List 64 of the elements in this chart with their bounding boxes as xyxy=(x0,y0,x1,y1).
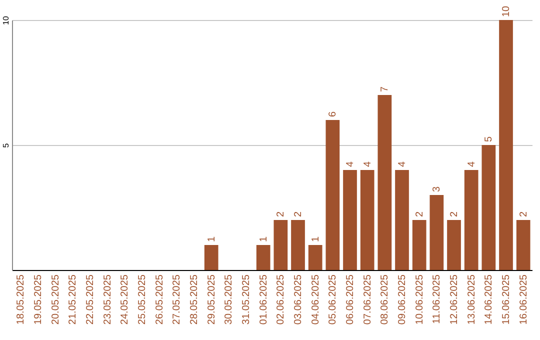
x-tick-label: 23.05.2025 xyxy=(102,274,114,325)
bar xyxy=(516,220,530,270)
x-tick-label: 08.06.2025 xyxy=(380,274,391,325)
data-label: 10 xyxy=(501,5,512,17)
data-label: 2 xyxy=(276,211,287,217)
x-tick-label: 18.05.2025 xyxy=(16,274,27,325)
bar xyxy=(395,170,409,270)
bar xyxy=(482,145,496,270)
x-tick-label: 10.06.2025 xyxy=(414,274,426,325)
bar xyxy=(326,120,340,270)
bar xyxy=(360,170,374,270)
data-label: 7 xyxy=(380,86,391,92)
x-tick-label: 05.06.2025 xyxy=(328,274,339,325)
x-tick-label: 19.05.2025 xyxy=(33,274,44,325)
data-label: 1 xyxy=(310,236,322,242)
x-tick-label: 20.05.2025 xyxy=(50,274,62,325)
x-tick-label: 29.05.2025 xyxy=(206,274,218,325)
bar xyxy=(412,220,426,270)
data-label: 1 xyxy=(206,236,218,242)
bar xyxy=(343,170,357,270)
data-label: 5 xyxy=(484,136,495,142)
data-label: 2 xyxy=(293,211,304,217)
x-tick-label: 14.06.2025 xyxy=(484,274,495,325)
x-tick-label: 12.06.2025 xyxy=(449,274,460,325)
x-tick-label: 02.06.2025 xyxy=(276,274,287,325)
bar xyxy=(204,245,218,270)
bar xyxy=(499,20,513,270)
x-tick-label: 28.05.2025 xyxy=(189,274,200,325)
bar xyxy=(291,220,305,270)
bar xyxy=(378,95,392,270)
x-tick-label: 24.05.2025 xyxy=(120,274,131,325)
x-tick-label: 27.05.2025 xyxy=(172,274,183,325)
x-tick-label: 21.05.2025 xyxy=(68,274,79,325)
data-label: 1 xyxy=(258,236,270,242)
data-label: 6 xyxy=(328,111,339,117)
data-label: 2 xyxy=(414,211,426,217)
bar xyxy=(256,245,270,270)
x-tick-label: 01.06.2025 xyxy=(258,274,270,325)
x-tick-label: 16.06.2025 xyxy=(518,274,530,325)
data-label: 2 xyxy=(449,211,460,217)
x-tick-label: 03.06.2025 xyxy=(293,274,304,325)
bar xyxy=(464,170,478,270)
x-tick-label: 31.05.2025 xyxy=(241,274,252,325)
x-tick-label: 11.06.2025 xyxy=(432,274,443,324)
data-label: 2 xyxy=(518,211,530,217)
x-tick-label: 30.05.2025 xyxy=(224,274,235,325)
x-tick-label: 26.05.2025 xyxy=(154,274,166,325)
x-tick-label: 25.05.2025 xyxy=(137,274,148,325)
data-label: 4 xyxy=(466,161,478,167)
bar xyxy=(274,220,288,270)
x-tick-label: 15.06.2025 xyxy=(501,274,512,325)
x-tick-label: 22.05.2025 xyxy=(85,274,96,325)
x-tick-label: 07.06.2025 xyxy=(362,274,374,325)
x-tick-label: 04.06.2025 xyxy=(310,274,322,325)
x-tick-label: 13.06.2025 xyxy=(466,274,478,325)
data-label: 4 xyxy=(362,161,374,167)
x-tick-label: 06.06.2025 xyxy=(345,274,356,325)
data-label: 4 xyxy=(397,161,408,167)
bar xyxy=(430,195,444,270)
data-label: 3 xyxy=(432,186,443,192)
data-label: 4 xyxy=(345,161,356,167)
x-tick-label: 09.06.2025 xyxy=(397,274,408,325)
bar xyxy=(447,220,461,270)
bar xyxy=(308,245,322,270)
